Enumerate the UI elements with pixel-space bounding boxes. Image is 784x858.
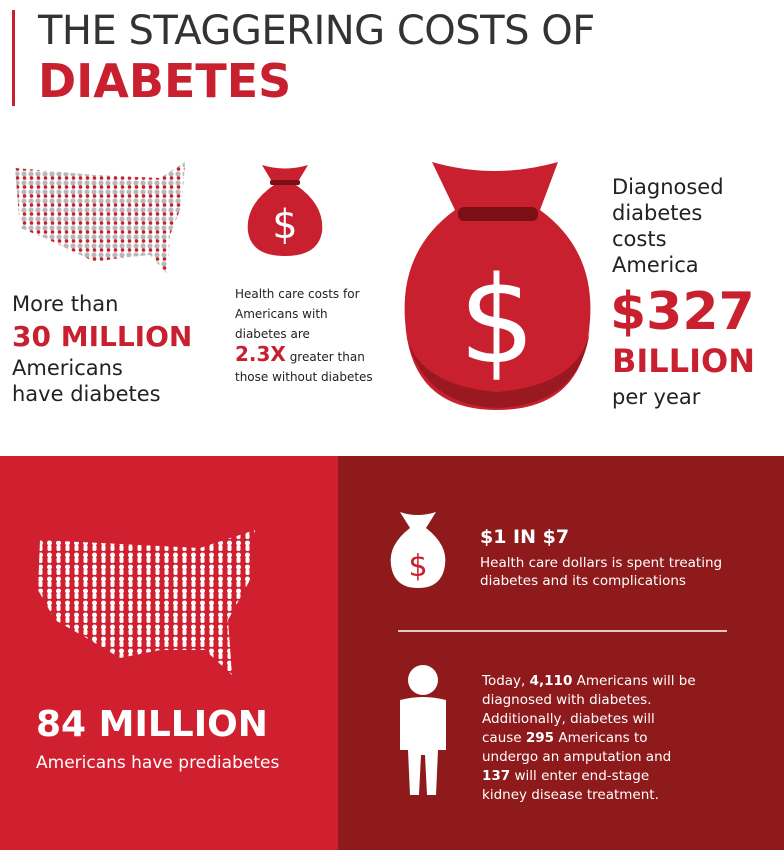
money-bag (404, 162, 591, 410)
stat-text: greater than those without diabetes (235, 350, 373, 384)
stat-text: Americans have prediabetes (36, 753, 280, 773)
bag-symbol: $ (408, 549, 427, 584)
figure: 137 (482, 768, 511, 784)
accent-bar (12, 10, 15, 106)
stat-figure: 30 MILLION (12, 320, 193, 353)
stat-text: Health care costs for Americans with dia… (235, 284, 383, 387)
bag-tie (458, 207, 538, 221)
bag-symbol: $ (272, 202, 297, 248)
stat-text: Americans (12, 356, 123, 380)
bag-tie (270, 180, 300, 185)
us-map (38, 530, 255, 675)
stat-lead: More than (12, 292, 119, 316)
stat-text: Health care costs for Americans with dia… (235, 287, 360, 341)
stat-text: have diabetes (12, 382, 161, 406)
person-body (400, 697, 446, 795)
stat-figure: 2.3X (235, 342, 286, 366)
title: THE STAGGERING COSTS OF (38, 8, 595, 54)
us-map (15, 162, 185, 275)
stat-figure: 84 MILLION (36, 704, 268, 745)
figure: 4,110 (529, 673, 573, 689)
text: will enter end-stage kidney disease trea… (482, 768, 659, 803)
figure: 295 (525, 730, 555, 746)
money-bag (390, 512, 446, 588)
person-head (408, 665, 438, 695)
bag-symbol: $ (459, 252, 535, 391)
bag-shadow (405, 330, 590, 408)
stat-text: per year (612, 385, 701, 409)
money-bag (247, 165, 323, 256)
stat-paragraph: Today, 4,110 Americans will be diagnosed… (482, 672, 697, 805)
stat-figure: $1 IN $7 (480, 526, 570, 548)
text: Today, (482, 673, 526, 689)
text: Americans will be diagnosed with diabete… (482, 673, 696, 746)
stat-unit: BILLION (612, 342, 755, 380)
panel-left (0, 456, 338, 850)
stat-lead: Diagnosed diabetes costs America (612, 175, 724, 277)
text: Americans to undergo an amputation and (482, 730, 672, 765)
title-emphasis: DIABETES (38, 54, 292, 108)
stat-text: Health care dollars is spent treating di… (480, 555, 723, 589)
stat-figure: $327 (610, 282, 755, 342)
